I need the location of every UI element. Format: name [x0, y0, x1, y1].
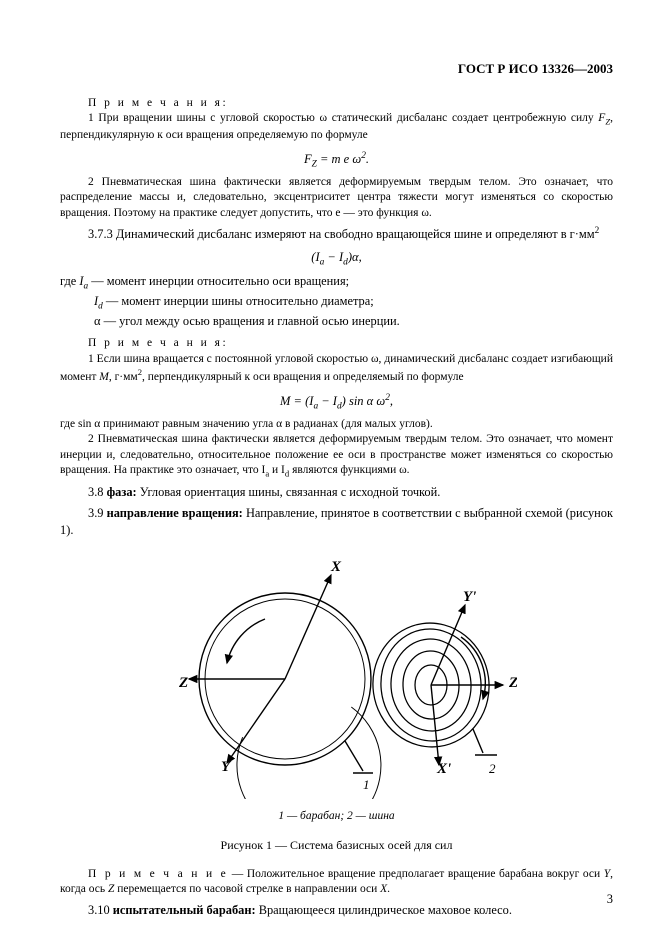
note-2: 2 Пневматическая шина фактически являетс… — [60, 175, 613, 222]
page: ГОСТ Р ИСО 13326—2003 П р и м е ч а н и … — [0, 0, 661, 936]
formula-2: (Ia − Id)α, — [60, 249, 613, 269]
para-39: 3.9 направление вращения: Направление, п… — [60, 505, 613, 538]
final-note: П р и м е ч а н и е — Положительное вращ… — [60, 867, 613, 898]
svg-text:1: 1 — [363, 777, 370, 792]
svg-text:Y: Y — [221, 759, 232, 775]
svg-text:X': X' — [436, 761, 451, 777]
svg-text:2: 2 — [489, 761, 496, 776]
note-3: 1 Если шина вращается с постоянной углов… — [60, 352, 613, 386]
notes-title-1: П р и м е ч а н и я: — [60, 96, 613, 112]
figure-legend: 1 — барабан; 2 — шина — [60, 809, 613, 825]
where-alpha: α — угол между осью вращения и главной о… — [94, 313, 613, 330]
doc-header: ГОСТ Р ИСО 13326—2003 — [60, 60, 613, 78]
formula-3: M = (Ia − Id) sin α ω2, — [60, 392, 613, 413]
para-373: 3.7.3 Динамический дисбаланс измеряют на… — [60, 225, 613, 243]
svg-text:Y': Y' — [463, 589, 476, 605]
where-block: где Ia — момент инерции относительно оси… — [60, 273, 613, 293]
figure-caption: Рисунок 1 — Система базисных осей для си… — [60, 837, 613, 853]
figure-1: X Y Z X' Y' Z' 1 2 — [60, 549, 613, 804]
para-38: 3.8 фаза: Угловая ориентация шины, связа… — [60, 484, 613, 501]
page-number: 3 — [607, 891, 613, 908]
note-1: 1 При вращении шины с угловой скоростью … — [60, 111, 613, 143]
notes-title-2: П р и м е ч а н и я: — [60, 336, 613, 352]
note-3b: где sin α принимают равным значению угла… — [60, 417, 613, 433]
formula-1: FZ = m e ω2. — [60, 150, 613, 171]
svg-text:Z: Z — [178, 675, 188, 691]
para-310: 3.10 испытательный барабан: Вращающееся … — [60, 902, 613, 919]
note-4: 2 Пневматическая шина фактически являетс… — [60, 432, 613, 480]
where-Id: Id — момент инерции шины относительно ди… — [94, 293, 613, 313]
svg-text:Z': Z' — [508, 675, 517, 691]
svg-text:X: X — [330, 559, 342, 575]
